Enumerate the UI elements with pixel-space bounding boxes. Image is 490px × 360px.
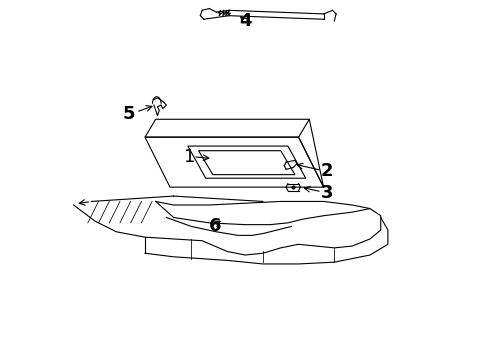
Text: 1: 1	[184, 148, 196, 166]
Text: 5: 5	[122, 105, 135, 123]
Text: 3: 3	[321, 184, 333, 202]
Text: 2: 2	[321, 162, 333, 180]
Text: 4: 4	[239, 12, 251, 30]
Text: 6: 6	[208, 217, 221, 235]
